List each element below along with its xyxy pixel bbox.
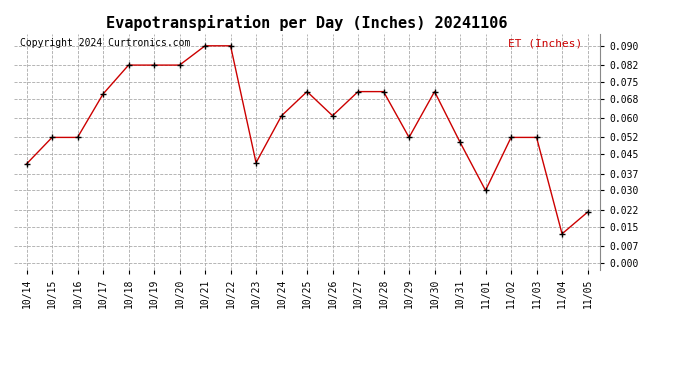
Text: ET (Inches): ET (Inches) bbox=[509, 39, 582, 48]
Title: Evapotranspiration per Day (Inches) 20241106: Evapotranspiration per Day (Inches) 2024… bbox=[106, 15, 508, 31]
Text: Copyright 2024 Curtronics.com: Copyright 2024 Curtronics.com bbox=[19, 39, 190, 48]
